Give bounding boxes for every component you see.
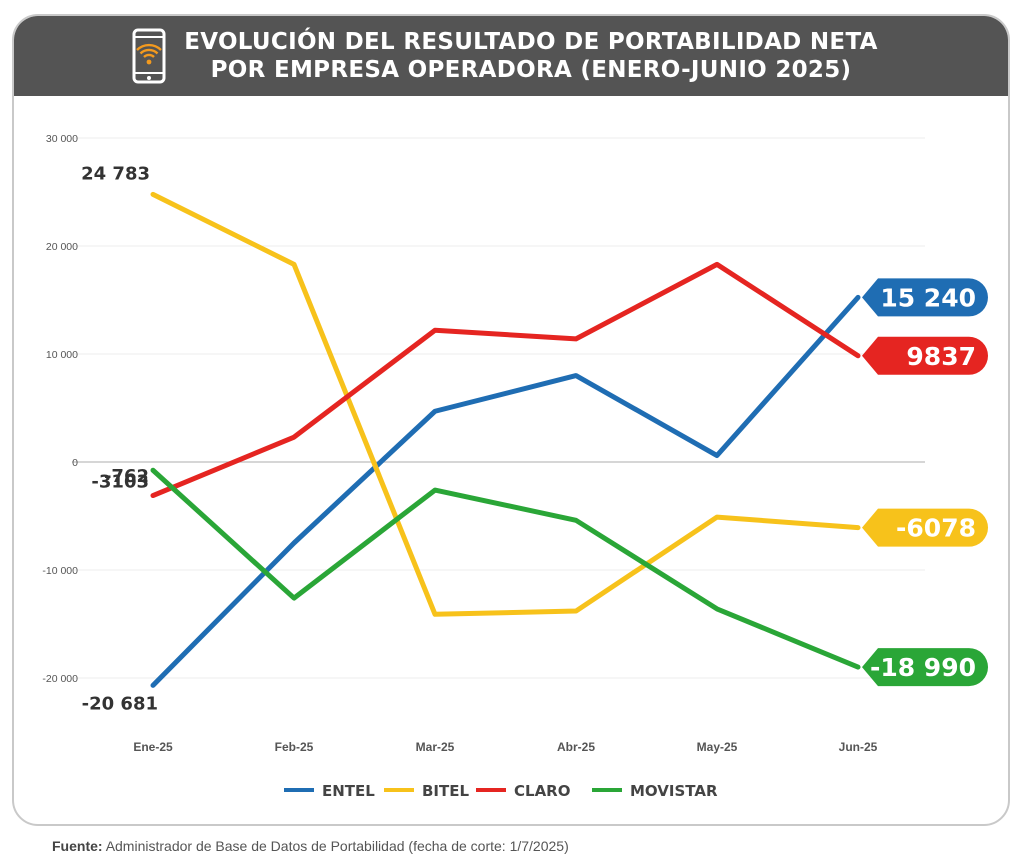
chart-title: EVOLUCIÓN DEL RESULTADO DE PORTABILIDAD … [124,28,938,84]
x-tick-label: Abr-25 [557,740,595,754]
x-tick-label: May-25 [697,740,738,754]
end-label-badge-claro [862,336,988,375]
x-tick-label: Feb-25 [275,740,314,754]
y-tick-label: 10 000 [46,349,78,361]
mobile-phone-icon [132,28,166,84]
x-tick-label: Ene-25 [133,740,173,754]
series-line-bitel [150,191,861,617]
y-axis-ticks: 30 000 20 000 10 000 0 -10 000 -20 000 [42,133,78,685]
y-tick-label: -10 000 [42,565,78,577]
chart-title-line-1: EVOLUCIÓN DEL RESULTADO DE PORTABILIDAD … [184,29,878,55]
end-label-bitel: -6078 [896,514,976,543]
y-tick-label: 20 000 [46,241,78,253]
y-tick-label: 30 000 [46,133,78,145]
legend-label-bitel: BITEL [422,782,469,800]
legend-label-claro: CLARO [514,782,570,800]
end-label-entel: 15 240 [880,283,976,312]
legend: ENTEL BITEL CLARO MOVISTAR [284,782,718,800]
series-lines [150,191,861,688]
start-label-bitel: 24 783 [81,163,150,184]
end-label-movistar: -18 990 [870,653,976,682]
y-tick-label: -20 000 [42,673,78,685]
start-value-labels: 24 783 -762-3103 -20 681 [81,163,158,714]
grid-layer [72,137,925,679]
series-line-claro [150,261,861,499]
legend-label-movistar: MOVISTAR [630,782,718,800]
series-line-movistar [150,467,861,670]
end-label-badge-entel [862,278,988,317]
x-tick-label: Mar-25 [416,740,455,754]
y-tick-label: 0 [72,457,78,469]
end-label-claro: 9837 [906,342,976,371]
end-value-labels: 15 240 9837 -6078 -18 990 [862,278,988,687]
x-tick-label: Jun-25 [839,740,878,754]
start-label-claro: -3103 [91,472,149,493]
start-label-entel: -20 681 [82,693,158,714]
chart-card: EVOLUCIÓN DEL RESULTADO DE PORTABILIDAD … [12,14,1010,826]
end-label-badge-bitel [862,508,988,547]
series-line-entel [150,294,861,688]
source-text: Administrador de Base de Datos de Portab… [105,838,569,854]
end-label-badge-movistar [862,648,988,687]
x-axis-ticks: Ene-25 Feb-25 Mar-25 Abr-25 May-25 Jun-25 [133,740,877,754]
source-label: Fuente: [52,838,103,854]
line-chart: 30 000 20 000 10 000 0 -10 000 -20 000 Ene-25… [42,133,988,800]
chart-title-line-2: POR EMPRESA OPERADORA (ENERO-JUNIO 2025) [210,57,852,83]
start-label-movistar: -762 [104,466,149,487]
source-note: Fuente: Administrador de Base de Datos d… [52,838,569,854]
legend-label-entel: ENTEL [322,782,375,800]
header-bar: EVOLUCIÓN DEL RESULTADO DE PORTABILIDAD … [14,16,1008,96]
